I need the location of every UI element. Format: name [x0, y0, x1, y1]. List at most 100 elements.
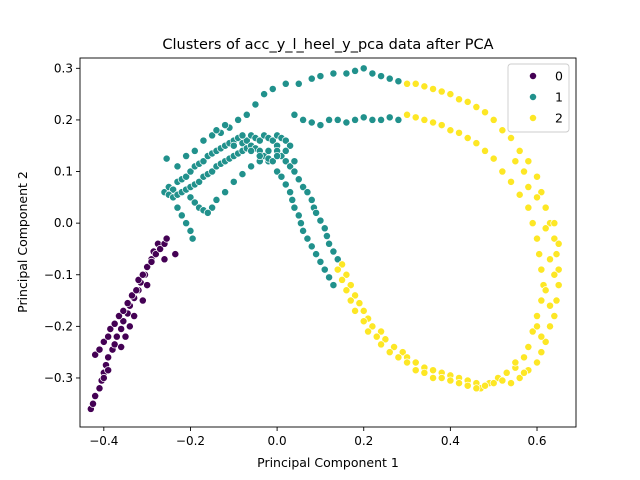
- data-point: [303, 188, 312, 197]
- data-point: [123, 299, 132, 308]
- data-point: [307, 195, 316, 204]
- data-point: [132, 286, 141, 295]
- data-point: [533, 234, 541, 243]
- data-point: [554, 239, 563, 248]
- data-point: [316, 216, 325, 225]
- data-point: [296, 219, 305, 228]
- data-point: [281, 157, 290, 166]
- data-point: [156, 245, 165, 253]
- data-point: [212, 195, 221, 204]
- data-point: [255, 152, 264, 161]
- data-point: [489, 115, 498, 124]
- data-point: [208, 203, 217, 212]
- data-point: [294, 175, 303, 184]
- data-point: [186, 193, 195, 202]
- data-point: [112, 332, 121, 341]
- data-point: [403, 79, 412, 88]
- data-point: [554, 265, 563, 274]
- data-point: [394, 353, 403, 362]
- data-point: [398, 348, 407, 357]
- data-point: [247, 146, 256, 155]
- data-point: [420, 115, 429, 124]
- data-point: [403, 358, 412, 367]
- data-point: [411, 358, 420, 367]
- data-point: [552, 250, 561, 259]
- data-point: [537, 332, 546, 341]
- data-point: [115, 312, 123, 320]
- data-point: [169, 185, 178, 194]
- data-point: [119, 317, 128, 326]
- data-point: [299, 115, 308, 124]
- data-point: [524, 183, 533, 191]
- data-point: [541, 286, 550, 295]
- data-point: [403, 110, 412, 119]
- x-axis: −0.4 −0.2 0.0 0.2 0.4 0.6: [89, 427, 547, 448]
- data-point: [455, 95, 463, 104]
- data-point: [268, 157, 277, 166]
- legend: 0 1 2: [507, 63, 570, 133]
- data-point: [364, 327, 373, 336]
- data-point: [394, 77, 403, 86]
- data-point: [290, 157, 299, 166]
- plot-frame: [79, 57, 577, 428]
- data-point: [338, 275, 347, 284]
- data-point: [446, 126, 455, 135]
- data-point: [273, 152, 282, 161]
- data-point: [351, 66, 360, 75]
- data-point: [533, 312, 541, 320]
- data-point: [535, 250, 544, 259]
- data-point: [537, 188, 546, 197]
- y-tick-label: 0.0: [54, 216, 73, 230]
- data-point: [162, 234, 171, 243]
- data-point: [342, 286, 351, 295]
- data-point: [182, 219, 191, 228]
- data-point: [541, 203, 550, 212]
- data-point: [429, 118, 437, 127]
- data-point: [351, 115, 360, 124]
- data-point: [277, 172, 286, 181]
- data-point: [390, 343, 399, 351]
- data-point: [260, 90, 269, 99]
- data-point: [377, 340, 386, 349]
- data-point: [377, 72, 386, 81]
- data-point: [333, 255, 342, 264]
- data-point: [160, 255, 169, 264]
- data-point: [520, 353, 528, 362]
- data-point: [190, 198, 199, 207]
- data-point: [455, 379, 463, 388]
- data-point: [199, 136, 208, 145]
- data-point: [182, 172, 191, 181]
- data-point: [281, 146, 290, 155]
- data-point: [208, 131, 217, 140]
- data-point: [489, 154, 498, 163]
- data-point: [99, 337, 108, 346]
- y-tick-label: −0.3: [44, 371, 73, 385]
- data-point: [182, 152, 191, 161]
- data-point: [173, 203, 182, 212]
- y-tick-label: −0.1: [44, 268, 73, 282]
- data-point: [299, 183, 308, 191]
- data-point: [316, 257, 325, 266]
- data-point: [342, 69, 351, 78]
- data-point: [533, 193, 541, 202]
- data-point: [533, 358, 541, 367]
- data-point: [242, 136, 251, 145]
- data-point: [162, 154, 171, 163]
- legend-label: 0: [555, 69, 563, 84]
- chart-title: Clusters of acc_y_l_heel_y_pca data afte…: [162, 37, 493, 53]
- data-point: [91, 392, 100, 400]
- data-point: [481, 381, 489, 390]
- data-point: [481, 108, 489, 117]
- data-point: [268, 136, 277, 145]
- data-point: [541, 337, 550, 346]
- y-axis-title: Principal Component 2: [15, 171, 30, 313]
- data-point: [264, 146, 273, 155]
- data-point: [498, 167, 507, 176]
- y-axis: −0.3 −0.2 −0.1 0.0 0.1 0.2 0.3: [44, 61, 80, 385]
- data-point: [550, 219, 559, 228]
- data-point: [552, 296, 561, 305]
- data-point: [550, 270, 559, 279]
- data-point: [303, 234, 312, 243]
- data-point: [99, 374, 108, 382]
